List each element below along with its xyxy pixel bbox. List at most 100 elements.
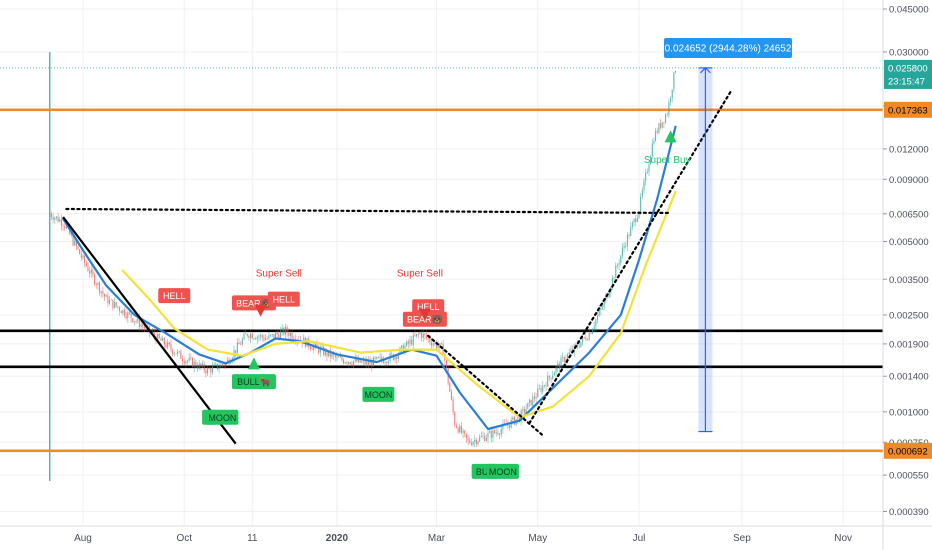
- candle-body: [177, 351, 179, 355]
- candle-body: [445, 360, 448, 369]
- candle-body: [454, 412, 456, 426]
- candle-body: [557, 363, 559, 367]
- candle-body: [153, 331, 155, 337]
- sell-signal-label: HELL: [417, 302, 440, 312]
- candle-body: [425, 335, 428, 338]
- candle-body: [163, 338, 165, 345]
- candle-body: [623, 246, 625, 249]
- candle-body: [205, 370, 207, 374]
- buy-signal-label: MOON: [364, 390, 392, 400]
- candle-body: [103, 293, 106, 297]
- candle-body: [550, 377, 552, 379]
- candle-body: [245, 333, 247, 335]
- candle-body: [586, 339, 589, 341]
- moving-averages: [62, 125, 677, 431]
- candle-body: [220, 364, 222, 368]
- candle-body: [537, 388, 539, 398]
- candle-body: [513, 417, 516, 425]
- candle-body: [651, 143, 653, 157]
- candle-body: [407, 341, 409, 344]
- candle-body: [377, 357, 380, 358]
- candle-body: [251, 333, 253, 339]
- horizontal-lines: [0, 67, 883, 453]
- candle-body: [563, 357, 565, 363]
- candle-body: [640, 196, 642, 212]
- candle-body: [173, 353, 175, 355]
- candle-body: [638, 211, 640, 218]
- candle-body: [396, 356, 398, 360]
- candle-body: [661, 122, 663, 128]
- price-tag-label: 0.000692: [888, 446, 928, 457]
- candle-body: [547, 375, 549, 387]
- candle-body: [210, 368, 212, 373]
- candle-body: [630, 226, 632, 236]
- candle-body: [289, 332, 292, 336]
- candle-body: [455, 425, 458, 428]
- candle-body: [646, 171, 648, 173]
- candle-body: [354, 358, 356, 362]
- candle-body: [591, 329, 594, 334]
- candle-body: [263, 337, 265, 340]
- candle-body: [281, 327, 283, 332]
- trendline-dotted: [65, 207, 672, 215]
- candle-body: [469, 440, 471, 444]
- candle-body: [581, 337, 584, 342]
- candle-body: [518, 416, 521, 422]
- candle-body: [160, 338, 162, 341]
- candle-body: [125, 315, 127, 319]
- candle-body: [276, 332, 278, 335]
- candle-body: [596, 315, 599, 320]
- sell-signal-label: HELL: [163, 291, 186, 301]
- candle-body: [264, 338, 267, 340]
- candle-body: [499, 434, 501, 436]
- candle-body: [349, 362, 351, 364]
- candle-body: [122, 309, 124, 314]
- candle-body: [671, 89, 673, 99]
- candle-body: [206, 368, 209, 374]
- candle-body: [178, 351, 180, 353]
- candle-body: [590, 333, 592, 334]
- candle-body: [269, 334, 272, 336]
- candle-body: [188, 357, 190, 361]
- candle-body: [241, 339, 243, 345]
- candle-body: [82, 255, 84, 258]
- candle-body: [328, 350, 330, 356]
- candle-body: [465, 433, 467, 439]
- candle-body: [479, 436, 481, 442]
- candle-body: [152, 331, 154, 333]
- candle-body: [90, 269, 92, 274]
- candle-body: [487, 432, 489, 439]
- candle-body: [195, 361, 197, 367]
- candle-body: [364, 359, 366, 365]
- y-tick-label: 0.030000: [889, 47, 929, 58]
- buy-signal-box: [231, 374, 276, 390]
- y-tick-label: 0.045000: [889, 5, 929, 16]
- candle-body: [341, 356, 343, 360]
- candle-body: [246, 333, 248, 336]
- trendlines: [62, 91, 732, 445]
- candle-body: [286, 327, 288, 333]
- candle-body: [142, 324, 144, 327]
- y-tick-label: 0.009000: [889, 175, 929, 186]
- candle-body: [168, 342, 170, 345]
- buy-arrow-up: [247, 357, 260, 370]
- candle-body: [636, 217, 638, 222]
- candle-body: [663, 122, 665, 124]
- candle-body: [374, 357, 376, 359]
- candle-body: [650, 156, 652, 165]
- candle-body: [459, 425, 461, 433]
- candle-body: [288, 332, 290, 336]
- x-tick-label: Aug: [74, 533, 92, 544]
- candle-body: [540, 388, 542, 392]
- ma-line-blue: [62, 125, 677, 431]
- candle-body: [143, 326, 145, 329]
- candle-body: [236, 342, 238, 353]
- candle-body: [167, 342, 169, 348]
- candle-body: [495, 432, 497, 434]
- candle-body: [439, 343, 441, 347]
- sell-signal-label: HELL: [273, 295, 296, 305]
- candle-body: [470, 443, 472, 445]
- candle-body: [608, 292, 610, 298]
